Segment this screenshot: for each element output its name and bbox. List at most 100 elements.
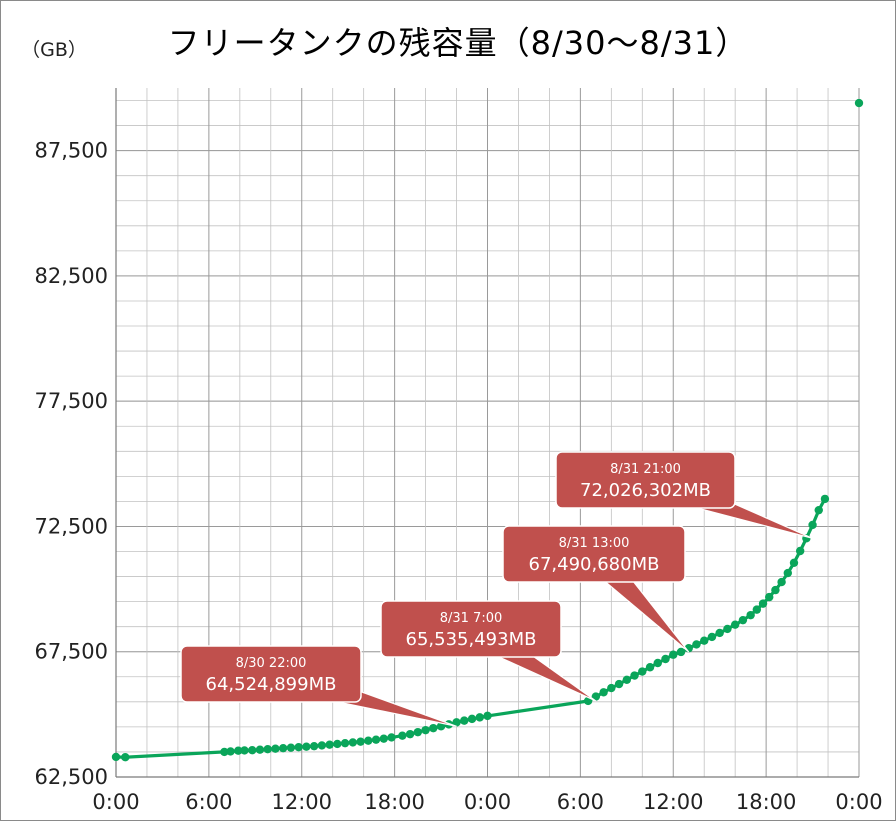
data-point [795,546,805,556]
callout: 8/31 13:00 67,490,680MB [502,525,690,653]
data-point [325,740,334,749]
callout-box [180,645,362,703]
y-tick-label: 72,500 [35,514,108,538]
callout-box [502,525,686,583]
callout-value: 65,535,493MB [406,629,537,650]
data-point [730,620,740,629]
data-point [808,520,817,530]
y-tick-label: 77,500 [35,389,108,413]
data-point [669,650,678,659]
series-points [111,98,864,762]
data-point [758,599,768,608]
callout-box [555,451,736,509]
data-point [429,723,438,733]
x-tick-label: 0:00 [92,790,139,814]
data-point [789,558,799,567]
callout-value: 64,524,899MB [206,674,337,695]
data-point [661,654,670,664]
y-tick-label: 87,500 [35,139,108,163]
data-point [622,675,632,684]
data-point [752,605,762,614]
data-point [220,747,229,757]
callout-date: 8/31 7:00 [440,611,503,626]
data-point [707,632,717,642]
data-point [854,98,864,108]
data-point [771,585,780,595]
data-point [271,744,280,753]
data-point [111,752,121,762]
x-axis-ticks: 0:00 6:00 12:00 18:00 0:00 6:00 12:00 18:00 0:00 [92,790,882,814]
data-point [278,743,288,753]
data-point [614,679,624,689]
data-point [783,568,792,578]
y-axis-ticks: 62,500 67,500 72,500 77,500 82,500 87,500 [35,139,108,789]
y-tick-label: 67,500 [35,640,108,664]
data-point [356,737,365,746]
x-tick-label: 6:00 [557,790,604,814]
data-point [309,741,319,751]
data-point [607,683,616,693]
data-point [645,663,655,672]
callout-box [380,600,562,658]
gridlines [115,88,860,778]
callouts: 8/30 22:00 64,524,899MB 8/31 7:00 65,535,49… [180,451,813,727]
data-point [234,746,243,755]
data-point [676,647,686,657]
data-point [294,742,303,752]
data-point [467,714,477,724]
data-point [591,692,601,701]
callout-value: 67,490,680MB [529,554,660,575]
callout: 8/31 21:00 72,026,302MB [555,451,813,539]
data-point [483,711,492,721]
callout-date: 8/31 13:00 [559,536,630,551]
data-point [413,727,423,737]
data-point [226,747,235,756]
callout-date: 8/30 22:00 [236,656,307,671]
data-point [405,729,415,739]
y-tick-label: 62,500 [35,765,108,789]
data-point [364,736,373,745]
data-point [630,671,639,680]
data-point [240,746,249,755]
data-point [460,716,469,725]
data-point [765,592,774,602]
data-point [436,722,446,731]
data-point [653,658,662,668]
data-point [820,494,830,504]
callout: 8/30 22:00 64,524,899MB [180,645,457,727]
callout: 8/31 7:00 65,535,493MB [380,600,597,702]
data-point [777,577,786,587]
x-tick-label: 18:00 [736,790,797,814]
data-point [638,667,647,676]
data-point [286,743,296,752]
data-point [302,742,311,751]
data-point [723,624,732,634]
data-point [255,745,265,754]
data-point [715,628,724,638]
x-tick-label: 0:00 [835,790,882,814]
y-axis-unit: （GB） [21,39,87,61]
data-point [248,745,257,755]
data-point [475,713,484,722]
data-point [738,615,748,625]
x-tick-label: 12:00 [271,790,332,814]
data-point [387,733,396,742]
data-point [379,734,388,743]
data-point [692,640,701,649]
x-tick-label: 12:00 [643,790,704,814]
x-tick-label: 0:00 [464,790,511,814]
data-point [121,753,130,762]
data-point [333,739,342,749]
data-point [371,735,381,744]
callout-value: 72,026,302MB [580,480,711,501]
data-point [814,505,823,515]
data-point [599,688,608,697]
data-point [452,718,461,727]
x-tick-label: 6:00 [185,790,232,814]
data-point [348,738,358,747]
data-point [263,744,272,754]
data-point [398,731,407,740]
x-tick-label: 18:00 [364,790,425,814]
data-point [340,738,350,748]
